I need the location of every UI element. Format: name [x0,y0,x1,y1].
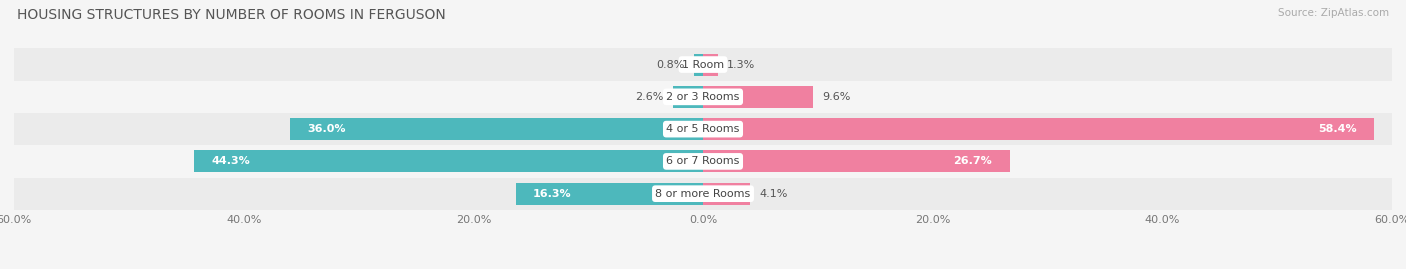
Text: 9.6%: 9.6% [823,92,851,102]
Text: 44.3%: 44.3% [211,156,250,167]
Bar [14,145,1392,178]
Bar [703,183,749,205]
Bar [14,81,1392,113]
Text: 0.8%: 0.8% [657,59,685,70]
Text: 2 or 3 Rooms: 2 or 3 Rooms [666,92,740,102]
Text: 16.3%: 16.3% [533,189,572,199]
Bar [194,150,703,172]
Bar [14,113,1392,145]
Bar [673,86,703,108]
Bar [14,48,1392,81]
Bar [703,54,718,76]
Bar [703,150,1010,172]
Text: 6 or 7 Rooms: 6 or 7 Rooms [666,156,740,167]
Bar [516,183,703,205]
Text: HOUSING STRUCTURES BY NUMBER OF ROOMS IN FERGUSON: HOUSING STRUCTURES BY NUMBER OF ROOMS IN… [17,8,446,22]
Text: 2.6%: 2.6% [636,92,664,102]
Text: 8 or more Rooms: 8 or more Rooms [655,189,751,199]
Bar [703,86,813,108]
Bar [703,118,1374,140]
Text: 4 or 5 Rooms: 4 or 5 Rooms [666,124,740,134]
Text: 1.3%: 1.3% [727,59,755,70]
Bar [14,178,1392,210]
Text: 26.7%: 26.7% [953,156,993,167]
Bar [290,118,703,140]
Bar [693,54,703,76]
Text: Source: ZipAtlas.com: Source: ZipAtlas.com [1278,8,1389,18]
Text: 36.0%: 36.0% [307,124,346,134]
Text: 58.4%: 58.4% [1317,124,1357,134]
Text: 4.1%: 4.1% [759,189,787,199]
Text: 1 Room: 1 Room [682,59,724,70]
